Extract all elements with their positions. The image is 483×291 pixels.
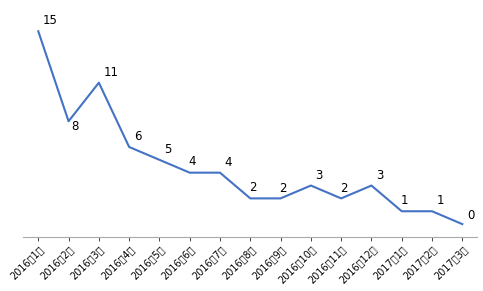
Text: 1: 1 [437, 194, 444, 207]
Text: 6: 6 [134, 130, 141, 143]
Text: 8: 8 [71, 120, 79, 133]
Text: 3: 3 [376, 169, 384, 182]
Text: 2: 2 [340, 182, 347, 195]
Text: 0: 0 [467, 209, 474, 222]
Text: 2: 2 [249, 181, 256, 194]
Text: 4: 4 [225, 156, 232, 169]
Text: 15: 15 [43, 15, 57, 27]
Text: 5: 5 [164, 143, 171, 156]
Text: 1: 1 [400, 194, 408, 207]
Text: 4: 4 [188, 155, 196, 168]
Text: 3: 3 [315, 169, 323, 182]
Text: 2: 2 [279, 182, 286, 195]
Text: 11: 11 [103, 66, 118, 79]
